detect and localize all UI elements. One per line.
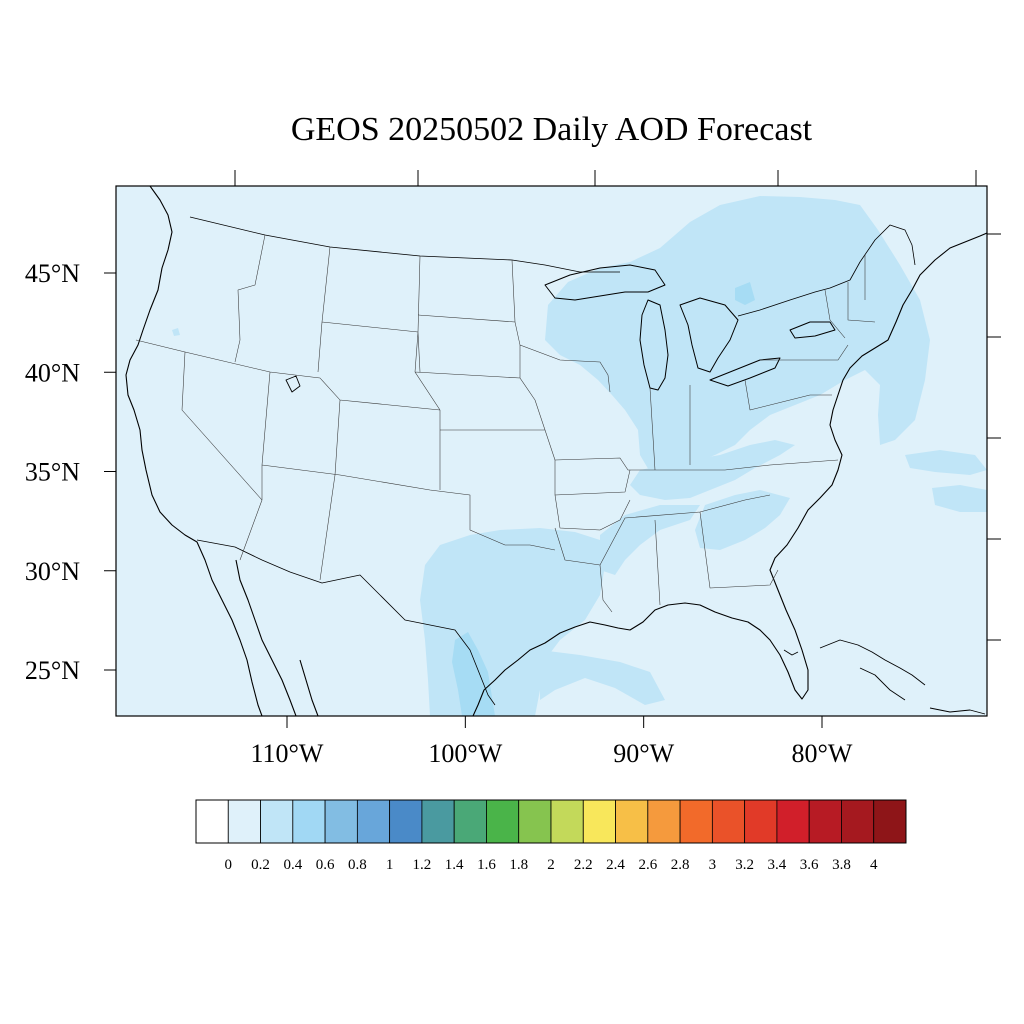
- great-salt-lake: [285, 375, 301, 393]
- aod-elevated-regions: [172, 196, 987, 716]
- colorbar-swatch: [744, 799, 778, 844]
- colorbar-swatch: [486, 799, 520, 844]
- colorbar-label: 3.4: [768, 857, 787, 873]
- state-boundaries: [135, 234, 876, 613]
- lon-label: 90°W: [613, 739, 674, 768]
- lake-ontario: [789, 321, 836, 339]
- aod-peak-lake-region: [735, 282, 755, 305]
- colorbar-label: 3.6: [800, 857, 819, 873]
- colorbar-label: 3: [709, 857, 717, 873]
- colorbar-label: 1.4: [445, 857, 464, 873]
- aod-plume-gulf-offshore: [540, 650, 665, 705]
- colorbar-labels: 0 0.2 0.4 0.6 0.8 1 1.2 1.4 1.6 1.8 2 2.2 2.4 2.6 2.8 3…: [225, 857, 878, 873]
- colorbar-label: 2.6: [638, 857, 657, 873]
- colorbar-label: 1.2: [413, 857, 432, 873]
- colorbar-swatch: [227, 799, 261, 844]
- colorbar-swatch: [711, 799, 746, 844]
- map-boundaries: [125, 186, 987, 716]
- colorbar-swatch: [324, 799, 358, 844]
- longitude-labels: 110°W 100°W 90°W 80°W: [251, 739, 853, 768]
- colorbar-swatch: [647, 799, 681, 844]
- colorbar-swatch: [615, 799, 649, 844]
- colorbar-label: 3.8: [832, 857, 851, 873]
- colorbar-label: 0.6: [316, 857, 335, 873]
- lon-label: 110°W: [251, 739, 324, 768]
- lake-superior: [544, 264, 666, 301]
- colorbar-label: 2: [547, 857, 555, 873]
- colorbar-swatch: [356, 799, 391, 844]
- canada-border: [189, 216, 620, 273]
- colorbar-swatch: [453, 799, 487, 844]
- colorbar-swatch: [776, 799, 810, 844]
- lat-label: 30°N: [25, 557, 80, 586]
- aod-plume-great-lakes: [545, 196, 930, 472]
- map-title: GEOS 20250502 Daily AOD Forecast: [290, 111, 813, 148]
- colorbar-swatch: [841, 799, 875, 844]
- colorbar-swatch: [873, 799, 907, 844]
- colorbar-swatch: [260, 799, 294, 844]
- lat-label: 35°N: [25, 458, 80, 487]
- mexico-border: [196, 539, 496, 706]
- colorbar-swatch: [292, 799, 326, 844]
- lon-label: 80°W: [792, 739, 853, 768]
- aod-plume-atlantic-2: [932, 485, 987, 512]
- canada-border-east: [737, 224, 916, 317]
- colorbar-label: 2.2: [574, 857, 593, 873]
- colorbar-frame: [195, 799, 907, 844]
- colorbar-label: 1.8: [509, 857, 528, 873]
- colorbar-swatch: [389, 799, 423, 844]
- lake-erie: [709, 357, 781, 387]
- map-panel: [115, 185, 988, 717]
- lake-michigan: [639, 299, 669, 391]
- colorbar-label: 4: [870, 857, 878, 873]
- colorbar-label: 2.4: [606, 857, 625, 873]
- colorbar-label: 1.6: [477, 857, 496, 873]
- lat-label: 45°N: [25, 259, 80, 288]
- coastline: [125, 186, 987, 716]
- colorbar-swatch: [582, 799, 616, 844]
- lat-label: 40°N: [25, 358, 80, 387]
- map-frame: [115, 185, 988, 717]
- aod-plume-pacific: [172, 328, 180, 336]
- colorbar-label: 0.4: [283, 857, 302, 873]
- colorbar-swatch: [518, 799, 552, 844]
- aod-plume-southeast: [695, 490, 790, 550]
- lon-label: 100°W: [428, 739, 502, 768]
- colorbar-label: 1: [386, 857, 394, 873]
- lake-huron: [679, 297, 739, 373]
- colorbar-label: 0: [225, 857, 233, 873]
- colorbar-swatch: [808, 799, 842, 844]
- colorbar-label: 2.8: [671, 857, 690, 873]
- colorbar-label: 0.8: [348, 857, 367, 873]
- lat-label: 25°N: [25, 656, 80, 685]
- colorbar-swatch: [550, 799, 584, 844]
- colorbar-swatch: [195, 799, 229, 844]
- islands-caribbean: [783, 639, 986, 715]
- colorbar-label: 3.2: [735, 857, 754, 873]
- aod-plume-atlantic-1: [905, 450, 987, 475]
- colorbar: [195, 799, 907, 844]
- latitude-labels: 45°N 40°N 35°N 30°N 25°N: [25, 259, 80, 685]
- colorbar-label: 0.2: [251, 857, 270, 873]
- aod-peak-south-texas: [452, 632, 495, 716]
- colorbar-swatch: [679, 799, 713, 844]
- aod-plume-mississippi: [600, 505, 700, 575]
- colorbar-swatch: [421, 799, 455, 844]
- axis-ticks: [104, 170, 1001, 728]
